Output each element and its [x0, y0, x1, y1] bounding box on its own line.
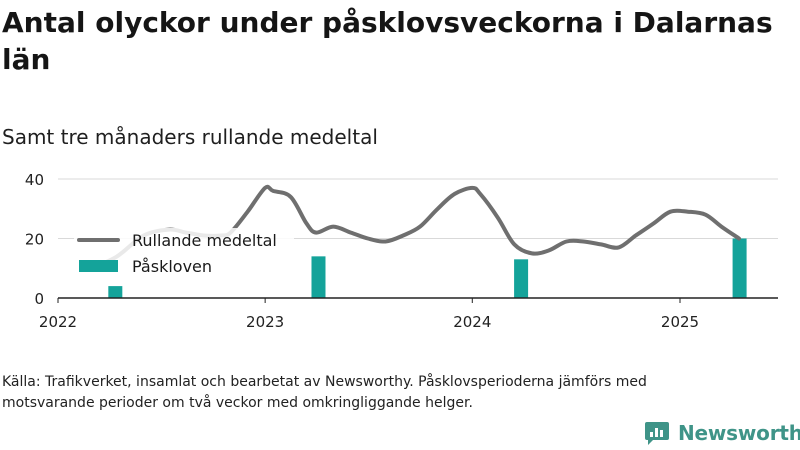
source-note: Källa: Trafikverket, insamlat och bearbe…	[2, 374, 647, 411]
legend-bar-swatch	[79, 260, 118, 272]
chart-subtitle: Samt tre månaders rullande medeltal	[2, 125, 378, 149]
x-tick-label-2024: 2024	[453, 313, 491, 331]
bar-paskloven	[108, 286, 123, 298]
x-tick-label-2025: 2025	[661, 313, 699, 331]
brand-logo: Newsworthy	[644, 420, 800, 446]
brand-name: Newsworthy	[678, 421, 800, 445]
x-tick-label-2023: 2023	[246, 313, 284, 331]
legend-label-rolling-mean: Rullande medeltal	[132, 231, 277, 250]
bar-paskloven	[311, 256, 326, 298]
y-tick-label-0: 0	[34, 290, 44, 308]
newsworthy-logo-icon	[645, 422, 669, 445]
y-tick-label-20: 20	[25, 231, 44, 249]
legend-label-easter: Påskloven	[132, 257, 212, 276]
y-tick-label-40: 40	[25, 171, 44, 189]
bar-paskloven	[514, 259, 529, 298]
x-tick-label-2022: 2022	[39, 313, 77, 331]
chart-title: Antal olyckor under påsklovsveckorna i D…	[2, 6, 773, 76]
bar-paskloven	[732, 238, 747, 298]
